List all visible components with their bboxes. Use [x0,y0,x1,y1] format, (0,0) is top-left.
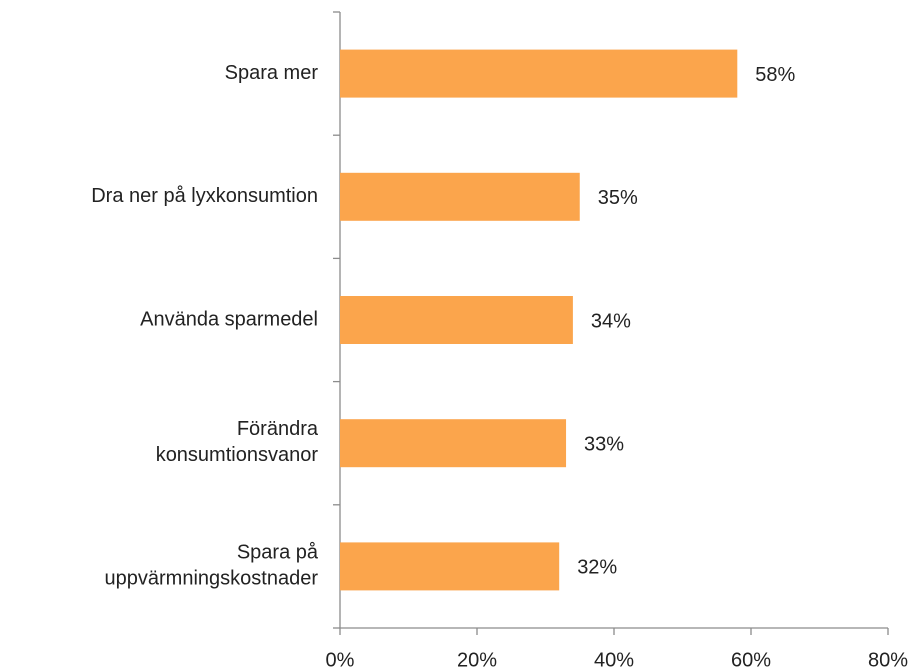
x-tick-label: 80% [868,649,908,670]
data-label: 32% [577,557,617,579]
x-tick-label: 60% [731,649,771,670]
x-tick-label: 0% [326,649,355,670]
x-tick-label: 40% [594,649,634,670]
data-label: 33% [584,433,624,455]
bar [340,542,560,591]
y-tick-label: Använda sparmedel [140,308,318,330]
y-tick-label: Dra ner på lyxkonsumtion [91,185,318,207]
bar [340,419,567,468]
y-tick-label: Spara mer [225,62,319,84]
y-tick-label: Förändra konsumtionsvanor [156,418,319,466]
data-label: 35% [598,187,638,209]
x-tick-label: 20% [457,649,497,670]
bar [340,49,738,98]
data-label: 58% [755,64,795,86]
bar [340,296,573,344]
bar [340,172,580,221]
data-label: 34% [591,310,631,332]
y-tick-label: Spara på uppvärmningskostnader [105,542,319,590]
